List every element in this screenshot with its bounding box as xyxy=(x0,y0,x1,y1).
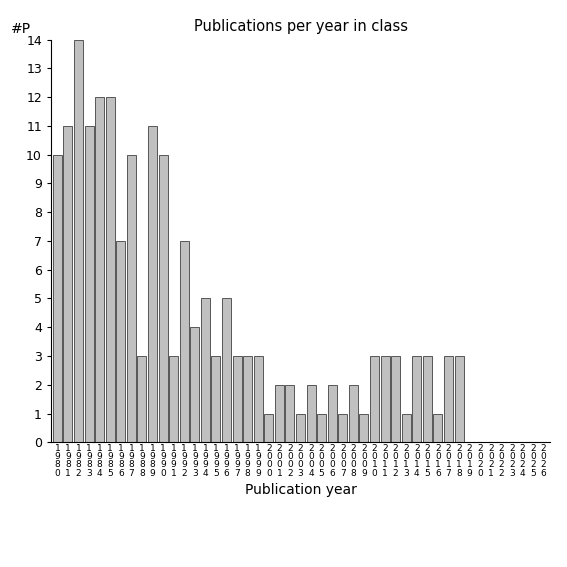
Bar xyxy=(95,97,104,442)
Bar xyxy=(370,356,379,442)
Bar xyxy=(349,385,358,442)
Bar xyxy=(359,413,369,442)
Bar xyxy=(380,356,390,442)
Bar xyxy=(159,155,168,442)
Bar xyxy=(433,413,442,442)
Title: Publications per year in class: Publications per year in class xyxy=(193,19,408,35)
Bar xyxy=(84,126,94,442)
Bar xyxy=(307,385,316,442)
Bar xyxy=(317,413,326,442)
Bar xyxy=(338,413,347,442)
Text: #P: #P xyxy=(11,22,31,36)
Bar xyxy=(444,356,453,442)
Bar xyxy=(116,241,125,442)
Bar xyxy=(201,298,210,442)
Bar xyxy=(64,126,73,442)
X-axis label: Publication year: Publication year xyxy=(244,483,357,497)
Bar xyxy=(402,413,411,442)
Bar xyxy=(137,356,146,442)
Bar xyxy=(423,356,432,442)
Bar xyxy=(254,356,263,442)
Bar xyxy=(180,241,189,442)
Bar xyxy=(243,356,252,442)
Bar xyxy=(191,327,199,442)
Bar xyxy=(275,385,284,442)
Bar xyxy=(296,413,305,442)
Bar xyxy=(455,356,464,442)
Bar xyxy=(232,356,242,442)
Bar xyxy=(328,385,337,442)
Bar xyxy=(148,126,157,442)
Bar xyxy=(74,40,83,442)
Bar xyxy=(169,356,178,442)
Bar xyxy=(105,97,115,442)
Bar xyxy=(391,356,400,442)
Bar xyxy=(127,155,136,442)
Bar xyxy=(53,155,62,442)
Bar xyxy=(222,298,231,442)
Bar xyxy=(285,385,294,442)
Bar xyxy=(264,413,273,442)
Bar xyxy=(211,356,221,442)
Bar xyxy=(412,356,421,442)
